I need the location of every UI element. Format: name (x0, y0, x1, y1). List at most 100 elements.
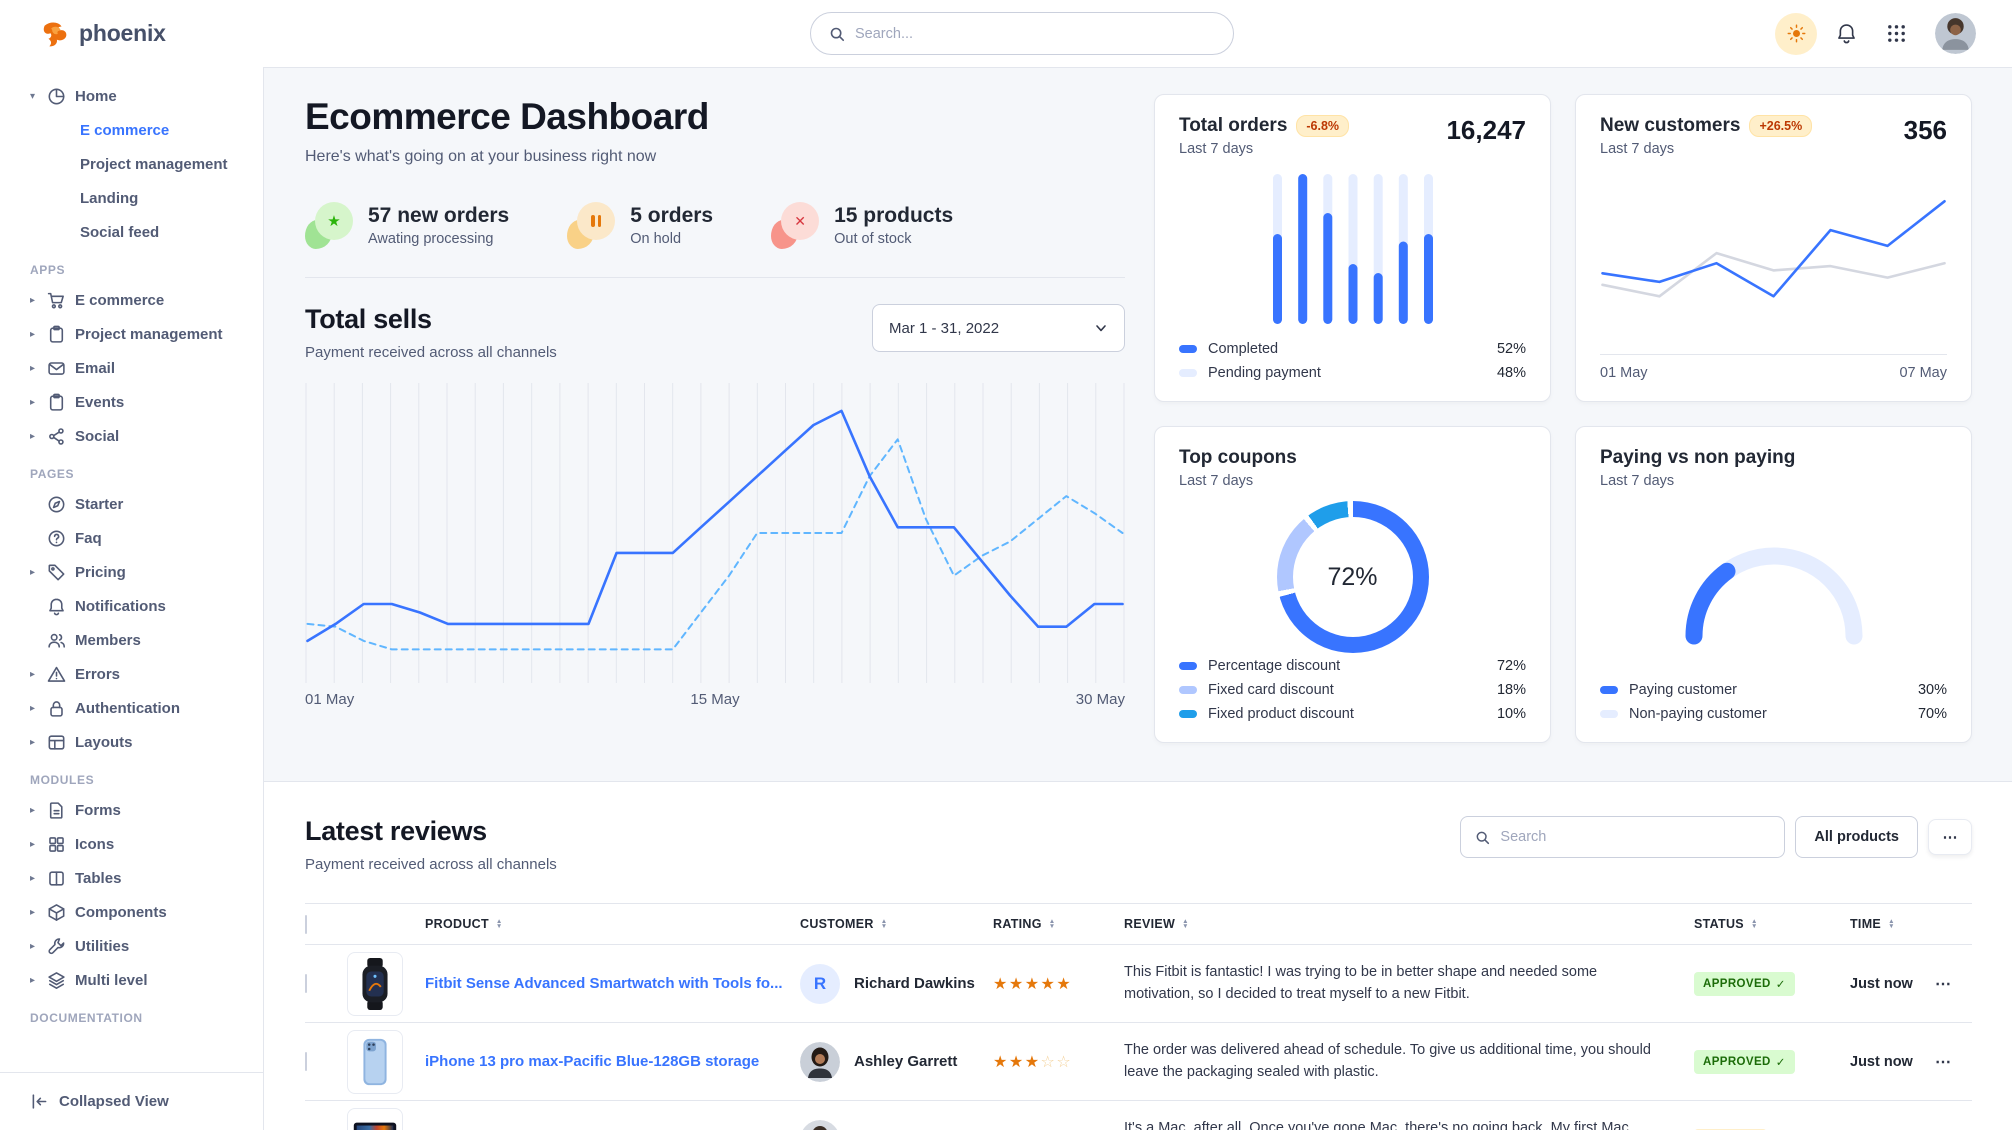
column-header-rating[interactable]: RATING ▲ ▼ (993, 917, 1056, 931)
sidebar-item-social-feed[interactable]: Social feed (80, 223, 160, 241)
x-icon: ✕ (781, 202, 820, 240)
customer-avatar[interactable]: R (800, 963, 840, 1004)
column-header-time[interactable]: TIME ▲ ▼ (1850, 917, 1895, 931)
total-sells-title: Total sells (305, 304, 432, 334)
sidebar-item-components[interactable]: ▸ Components (0, 895, 263, 929)
review-time: Just now (1850, 1053, 1913, 1070)
bell-icon (47, 597, 66, 616)
status-badge: PENDING (1694, 1128, 1768, 1130)
sidebar-section-apps: APPS (30, 263, 66, 277)
sidebar-item-starter[interactable]: Starter (0, 487, 263, 521)
chevron-right-icon: ▸ (29, 804, 36, 816)
select-all-checkbox[interactable] (305, 914, 307, 934)
sidebar-item-notifications[interactable]: Notifications (0, 589, 263, 623)
compass-icon (47, 495, 66, 514)
top-coupons-card: Top coupons Last 7 days 72% Percentage d… (1154, 426, 1551, 743)
product-image-smartwatch[interactable] (347, 951, 403, 1016)
row-checkbox[interactable] (305, 974, 307, 993)
card-period: Last 7 days (1600, 141, 1675, 157)
column-header-customer[interactable]: CUSTOMER ▲ ▼ (800, 917, 888, 931)
user-avatar[interactable] (1935, 13, 1976, 54)
theme-toggle-button[interactable] (1775, 12, 1817, 55)
legend-item: Paying customer 30% (1600, 682, 1947, 698)
sidebar-item-landing[interactable]: Landing (80, 189, 139, 207)
row-checkbox[interactable] (305, 1052, 307, 1071)
sidebar-item-faq[interactable]: Faq (0, 521, 263, 555)
coupons-donut-chart[interactable]: 72% (1276, 501, 1429, 653)
axis-tick: 15 May (690, 691, 740, 708)
column-header-status[interactable]: STATUS ▲ ▼ (1694, 917, 1758, 931)
customers-line-chart[interactable] (1600, 176, 1947, 336)
column-header-review[interactable]: REVIEW ▲ ▼ (1124, 917, 1189, 931)
share-icon (47, 427, 66, 446)
sidebar-item-layouts[interactable]: ▸ Layouts (0, 725, 263, 759)
columns-icon (47, 869, 66, 888)
brand-logo[interactable]: phoenix (40, 19, 166, 49)
sidebar-item-ecommerce[interactable]: E commerce (80, 121, 170, 139)
sidebar-item-ecommerce-app[interactable]: ▸ E commerce (0, 283, 263, 317)
sidebar-item-errors[interactable]: ▸ Errors (0, 657, 263, 691)
paying-gauge-chart[interactable] (1664, 526, 1884, 646)
sidebar-item-social[interactable]: ▸ Social (0, 419, 263, 453)
sidebar-item-utilities[interactable]: ▸ Utilities (0, 929, 263, 963)
date-range-select[interactable]: Mar 1 - 31, 2022 (872, 304, 1125, 352)
card-value: 356 (1903, 115, 1947, 145)
chevron-right-icon: ▸ (29, 906, 36, 918)
apps-grid-button[interactable] (1875, 13, 1917, 55)
layers-icon (47, 971, 66, 990)
global-search[interactable] (810, 12, 1234, 55)
sidebar-item-authentication[interactable]: ▸ Authentication (0, 691, 263, 725)
sidebar-item-forms[interactable]: ▸ Forms (0, 793, 263, 827)
product-image-iphone[interactable] (347, 1029, 403, 1094)
sort-icon: ▲ ▼ (880, 918, 888, 930)
sidebar-item-project-management[interactable]: Project management (80, 155, 228, 173)
orders-bar-chart[interactable] (1272, 174, 1433, 324)
product-link[interactable]: Fitbit Sense Advanced Smartwatch with To… (425, 975, 783, 992)
check-icon: ✓ (1775, 1056, 1786, 1069)
sidebar-item-pricing[interactable]: ▸ Pricing (0, 555, 263, 589)
collapse-sidebar-button[interactable]: Collapsed View (0, 1072, 263, 1130)
header-actions (1775, 12, 1976, 55)
divider (305, 277, 1125, 278)
customer-avatar[interactable] (800, 1041, 840, 1082)
customers-x-axis: 01 May 07 May (1600, 354, 1947, 381)
sidebar-item-home[interactable]: ▾ Home (0, 79, 263, 113)
reviews-more-button[interactable]: ⋯ (1928, 819, 1972, 855)
sidebar-item-multi-level[interactable]: ▸ Multi level (0, 963, 263, 997)
pause-icon (577, 202, 616, 240)
notifications-button[interactable] (1825, 13, 1867, 55)
customer-name: Ashley Garrett (854, 1053, 958, 1070)
review-text: It's a Mac, after all. Once you've gone … (1124, 1119, 1629, 1130)
sidebar-item-tables[interactable]: ▸ Tables (0, 861, 263, 895)
sidebar-item-project-management-app[interactable]: ▸ Project management (0, 317, 263, 351)
table-row: It's a Mac, after all. Once you've gone … (305, 1101, 1972, 1130)
sun-icon (1786, 23, 1807, 44)
customer-avatar[interactable] (800, 1119, 840, 1130)
sidebar-item-events[interactable]: ▸ Events (0, 385, 263, 419)
chevron-right-icon: ▸ (29, 872, 36, 884)
kpi-cards: Total orders -6.8% Last 7 days 16,247 Co… (1125, 94, 1972, 743)
cart-icon (47, 291, 66, 310)
reviews-table-header: PRODUCT ▲ ▼ CUSTOMER ▲ ▼ RATING ▲ ▼ REVIEW ▲ ▼ S… (305, 903, 1972, 945)
reviews-search[interactable] (1460, 816, 1786, 858)
card-title: Top coupons (1179, 447, 1297, 468)
row-actions-button[interactable]: ⋯ (1935, 975, 1951, 993)
reviews-search-input[interactable] (1500, 829, 1771, 845)
sidebar-section-documentation: DOCUMENTATION (30, 1011, 143, 1025)
product-image-imac[interactable] (347, 1107, 403, 1130)
row-actions-button[interactable]: ⋯ (1935, 1053, 1951, 1071)
sidebar-item-email[interactable]: ▸ Email (0, 351, 263, 385)
total-sells-line-chart[interactable] (305, 383, 1125, 683)
review-text: The order was delivered ahead of schedul… (1124, 1041, 1651, 1080)
table-row: Fitbit Sense Advanced Smartwatch with To… (305, 945, 1972, 1023)
sidebar-item-icons[interactable]: ▸ Icons (0, 827, 263, 861)
question-circle-icon (47, 529, 66, 548)
chevron-right-icon: ▸ (29, 566, 36, 578)
product-link[interactable]: iPhone 13 pro max-Pacific Blue-128GB sto… (425, 1053, 760, 1070)
global-search-input[interactable] (855, 25, 1215, 42)
card-period: Last 7 days (1179, 141, 1254, 157)
all-products-filter-button[interactable]: All products (1795, 816, 1918, 858)
sidebar-item-members[interactable]: Members (0, 623, 263, 657)
column-header-product[interactable]: PRODUCT ▲ ▼ (425, 917, 503, 931)
chevron-down-icon: ▾ (29, 90, 36, 102)
